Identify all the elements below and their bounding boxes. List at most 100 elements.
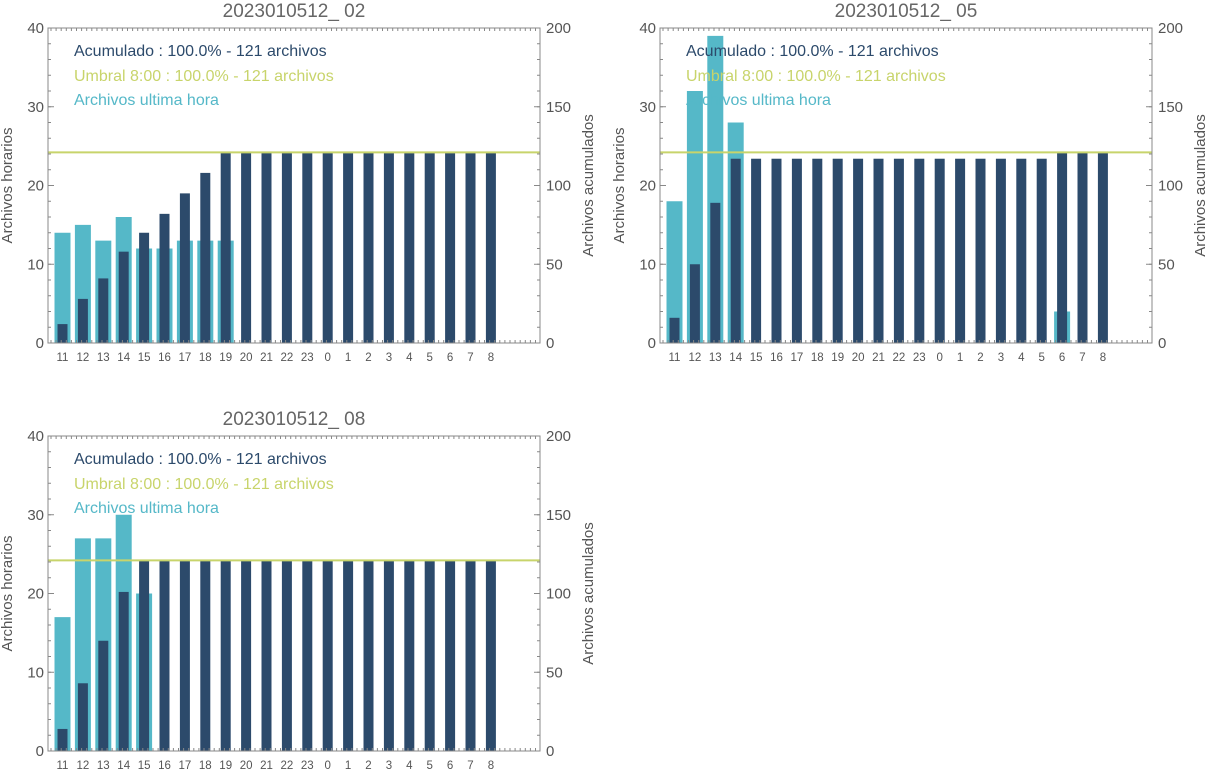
bar-acumulado — [771, 158, 782, 343]
x-tick-label: 14 — [117, 352, 130, 364]
x-tick-label: 19 — [219, 352, 232, 364]
x-tick-label: 18 — [811, 352, 824, 364]
x-tick-label: 1 — [345, 352, 351, 364]
x-tick-label: 17 — [791, 352, 804, 364]
x-tick-label: 23 — [913, 352, 926, 364]
bar-acumulado — [751, 158, 762, 343]
x-tick-label: 5 — [426, 352, 432, 364]
bar-acumulado — [302, 560, 313, 751]
bar-acumulado — [730, 158, 741, 343]
bar-acumulado — [200, 560, 211, 751]
y-tick-label: 10 — [639, 256, 656, 273]
x-tick-label: 21 — [260, 760, 273, 772]
bar-acumulado — [424, 560, 435, 751]
bar-acumulado — [424, 152, 435, 343]
bar-acumulado — [485, 152, 496, 343]
legend-ultima-hora: Archivos ultima hora — [686, 92, 831, 109]
y2-tick-label: 150 — [546, 99, 571, 116]
bar-acumulado — [343, 560, 354, 751]
bar-acumulado — [220, 152, 231, 343]
legend-acumulado: Acumulado : 100.0% - 121 archivos — [74, 43, 327, 60]
x-tick-label: 2 — [365, 352, 371, 364]
y2-axis-label: Archivos acumulados — [580, 114, 597, 257]
x-tick-label: 3 — [998, 352, 1004, 364]
bar-acumulado — [1097, 152, 1108, 343]
legend-ultima-hora: Archivos ultima hora — [74, 500, 219, 517]
x-tick-label: 16 — [158, 760, 171, 772]
x-tick-label: 21 — [872, 352, 885, 364]
bar-acumulado — [118, 591, 129, 751]
y-tick-label: 20 — [27, 178, 44, 195]
x-tick-label: 4 — [406, 760, 413, 772]
y-tick-label: 30 — [27, 507, 44, 524]
bar-acumulado — [220, 560, 231, 751]
y2-tick-label: 150 — [1158, 99, 1183, 116]
y-tick-label: 0 — [36, 335, 44, 352]
y2-tick-label: 200 — [1158, 20, 1183, 37]
y-tick-label: 30 — [27, 99, 44, 116]
y2-tick-label: 0 — [546, 743, 554, 760]
chart-panel-05: 2023010512_ 05 0 10 20 30 40 0 50 100 150 200 11 12 1… — [611, 0, 1206, 365]
bar-ultima-hora — [54, 232, 71, 343]
chart-panel-02: 2023010512_ 02 0 10 20 30 40 0 50 100 150 200 11 12 1… — [0, 0, 597, 365]
bar-acumulado — [179, 560, 190, 751]
x-tick-label: 13 — [709, 352, 722, 364]
x-tick-label: 1 — [957, 352, 963, 364]
bar-acumulado — [445, 560, 456, 751]
x-tick-label: 15 — [138, 760, 151, 772]
bar-acumulado — [832, 158, 843, 343]
x-tick-label: 4 — [406, 352, 413, 364]
y2-tick-label: 50 — [546, 664, 563, 681]
x-tick-label: 6 — [447, 352, 453, 364]
bar-acumulado — [241, 560, 252, 751]
x-tick-label: 17 — [179, 760, 192, 772]
y-tick-label: 40 — [27, 428, 44, 445]
x-tick-label: 19 — [219, 760, 232, 772]
x-tick-label: 3 — [386, 352, 392, 364]
bar-acumulado — [465, 560, 476, 751]
x-tick-label: 1 — [345, 760, 351, 772]
y-axis-label: Archivos horarios — [611, 128, 628, 244]
x-tick-label: 7 — [467, 352, 473, 364]
bar-acumulado — [995, 158, 1006, 343]
y2-tick-label: 100 — [546, 178, 571, 195]
y-axis-label: Archivos horarios — [0, 536, 16, 652]
x-tick-label: 3 — [386, 760, 392, 772]
bar-acumulado — [322, 152, 333, 343]
bar-acumulado — [404, 560, 415, 751]
y-tick-label: 40 — [639, 20, 656, 37]
x-tick-label: 16 — [770, 352, 783, 364]
bar-acumulado — [669, 317, 680, 343]
bar-acumulado — [98, 278, 109, 343]
chart-title: 2023010512_ 08 — [223, 409, 366, 430]
x-tick-label: 12 — [77, 352, 90, 364]
bar-acumulado — [302, 152, 313, 343]
bar-acumulado — [118, 251, 129, 343]
bar-acumulado — [200, 172, 211, 343]
y2-tick-label: 200 — [546, 428, 571, 445]
bar-acumulado — [1016, 158, 1027, 343]
y-tick-label: 40 — [27, 20, 44, 37]
bar-acumulado — [77, 298, 88, 343]
bar-acumulado — [343, 152, 354, 343]
y2-tick-label: 150 — [546, 507, 571, 524]
bar-ultima-hora — [54, 617, 71, 751]
x-tick-label: 8 — [488, 352, 494, 364]
bar-acumulado — [363, 152, 374, 343]
bar-acumulado — [485, 560, 496, 751]
bar-acumulado — [57, 728, 68, 751]
bar-acumulado — [77, 683, 88, 751]
bar-acumulado — [934, 158, 945, 343]
x-tick-label: 13 — [97, 760, 110, 772]
x-tick-label: 0 — [324, 352, 330, 364]
x-tick-label: 8 — [1100, 352, 1106, 364]
y2-tick-label: 0 — [546, 335, 554, 352]
y-tick-label: 10 — [27, 664, 44, 681]
x-tick-label: 17 — [179, 352, 192, 364]
x-tick-label: 15 — [138, 352, 151, 364]
legend-acumulado: Acumulado : 100.0% - 121 archivos — [686, 43, 939, 60]
x-tick-label: 7 — [1079, 352, 1085, 364]
bar-acumulado — [159, 560, 170, 751]
